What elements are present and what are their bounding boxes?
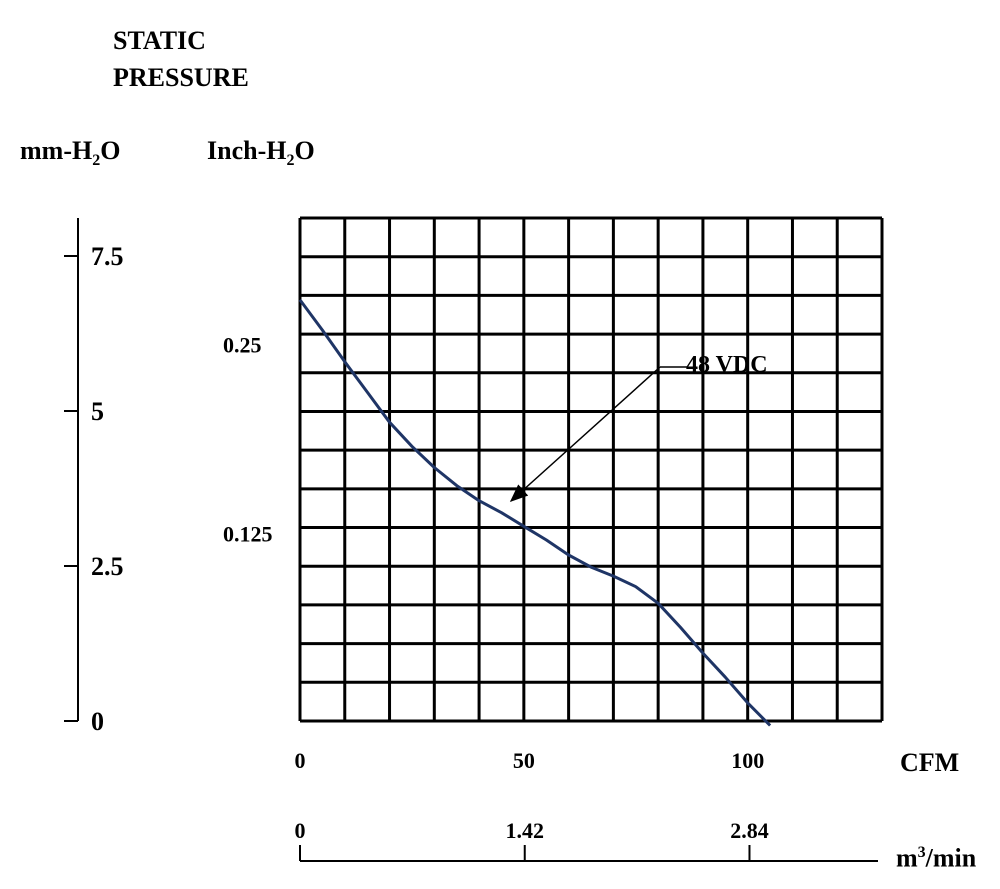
m3-unit-sup: 3	[917, 844, 926, 861]
m3-unit-main: m	[896, 843, 918, 873]
mm-axis-tick-label: 2.5	[91, 552, 124, 581]
mm-axis-tick-label: 5	[91, 397, 104, 426]
mm-unit-main: mm-H	[20, 136, 93, 165]
inch-axis-unit-label: Inch-H2O	[207, 138, 315, 169]
m3-axis-tick-label: 0	[295, 818, 306, 843]
cfm-axis-tick-label: 0	[295, 748, 306, 773]
m3-axis-tick-label: 2.84	[730, 818, 769, 843]
chart-title-line2: PRESSURE	[113, 63, 249, 92]
inch-axis-tick-label: 0.125	[223, 521, 273, 546]
cfm-axis-tick-label: 100	[731, 748, 764, 773]
mm-axis-tick-label: 0	[91, 707, 104, 736]
inch-unit-main: Inch-H	[207, 136, 287, 165]
inch-unit-tail: O	[294, 136, 315, 165]
chart-title-line1: STATIC	[113, 26, 206, 55]
m3-axis-label: m3/min	[896, 845, 976, 872]
mm-axis-tick-label: 7.5	[91, 242, 124, 271]
cfm-axis-tick-label: 50	[513, 748, 535, 773]
annotation-arrow	[509, 366, 661, 503]
inch-axis-tick-label: 0.25	[223, 333, 262, 358]
annotation-label: 48 VDC	[686, 352, 768, 378]
mm-unit-tail: O	[100, 136, 121, 165]
mm-unit-sub: 2	[92, 152, 101, 170]
inch-unit-sub: 2	[286, 152, 295, 170]
mm-axis-unit-label: mm-H2O	[20, 138, 120, 169]
cfm-axis-label: CFM	[900, 748, 960, 777]
m3-axis-tick-label: 1.42	[505, 818, 544, 843]
series-line-48vdc	[298, 299, 772, 727]
m3-unit-tail: /min	[925, 843, 977, 873]
